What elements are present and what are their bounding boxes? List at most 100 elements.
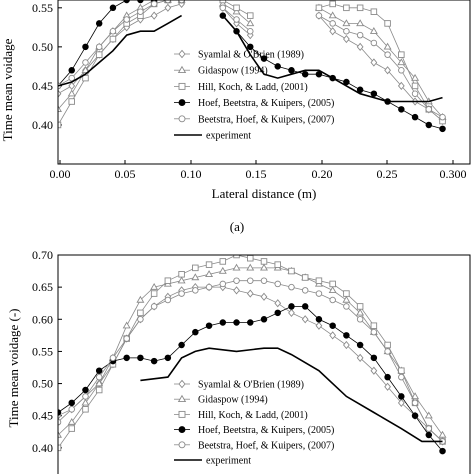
data-point (247, 255, 254, 262)
data-point (122, 321, 131, 329)
data-point (274, 280, 281, 288)
x-tick-label: 0.05 (115, 167, 136, 181)
data-point (356, 42, 364, 51)
data-point (411, 73, 420, 81)
legend-marker (178, 49, 186, 59)
data-point (398, 367, 405, 374)
data-point (328, 11, 337, 19)
data-point (164, 296, 172, 304)
data-point (384, 382, 391, 391)
data-point (246, 19, 255, 27)
panel-label-a: (a) (230, 219, 244, 234)
data-point (315, 4, 323, 12)
data-point (274, 261, 281, 268)
data-point (123, 354, 130, 362)
data-point (205, 261, 213, 268)
data-point (383, 42, 392, 50)
data-point (247, 12, 254, 19)
legend-item: Beetstra, Hoef, & Kuipers, (2007) (174, 440, 334, 451)
data-point (109, 35, 117, 43)
legend-marker (178, 379, 186, 389)
data-point (58, 105, 62, 113)
data-point (150, 0, 158, 8)
data-point (384, 51, 391, 58)
data-point (370, 366, 378, 375)
data-point (343, 332, 350, 339)
data-point (301, 315, 309, 324)
data-point (109, 27, 117, 35)
data-point (343, 340, 350, 350)
data-point (136, 295, 145, 303)
data-point (123, 335, 130, 342)
data-point (109, 354, 117, 362)
data-point (68, 74, 75, 82)
data-point (424, 411, 433, 419)
data-point (384, 373, 391, 381)
data-point (274, 299, 282, 308)
data-point (384, 20, 391, 27)
data-point (397, 81, 405, 91)
data-point (81, 398, 90, 406)
data-point (68, 425, 75, 432)
data-point (219, 0, 227, 4)
data-point (137, 316, 144, 323)
data-point (260, 277, 268, 284)
data-point (219, 280, 227, 288)
data-point (68, 399, 75, 407)
x-tick-label: 0.20 (312, 167, 333, 181)
data-point (274, 63, 281, 70)
data-point (425, 121, 433, 129)
legend-label: Beetstra, Hoef, & Kuipers, (2007) (198, 114, 334, 125)
data-point (178, 0, 185, 4)
data-point (329, 27, 337, 36)
data-point (95, 367, 103, 374)
data-point (95, 43, 103, 51)
data-point (137, 309, 144, 317)
data-point (58, 430, 62, 438)
data-point (301, 287, 309, 294)
data-point (95, 379, 104, 387)
series-6 (140, 347, 443, 443)
data-point (356, 19, 365, 27)
data-point (218, 266, 227, 274)
data-point (356, 308, 365, 316)
data-point (260, 55, 268, 62)
data-point (191, 273, 200, 281)
legend-marker (178, 115, 186, 123)
data-point (260, 316, 268, 323)
data-point (82, 386, 89, 394)
y-tick-label: 0.50 (32, 40, 53, 54)
series-line (58, 14, 443, 103)
data-point (329, 280, 336, 288)
data-point (164, 0, 172, 4)
data-point (315, 321, 323, 330)
data-point (370, 39, 378, 47)
data-point (260, 258, 268, 265)
y-ticks-b: 0.40 0.45 0.50 0.55 0.60 0.65 0.70 (32, 248, 62, 455)
data-point (192, 328, 199, 336)
data-point (356, 4, 364, 12)
data-point (384, 348, 391, 355)
x-axis-label-a: Lateral distance (m) (212, 186, 317, 201)
legend-marker (178, 410, 186, 418)
data-point (137, 8, 144, 15)
data-point (95, 386, 103, 394)
data-point (356, 303, 364, 310)
data-point (384, 341, 391, 349)
data-point (233, 16, 240, 23)
chart-panel-a: Time mean voidage 0.400.450.500.55 0.00 0… (0, 0, 471, 234)
data-point (192, 287, 199, 294)
data-point (329, 0, 336, 8)
data-point (247, 277, 254, 284)
data-point (328, 286, 337, 294)
data-point (342, 295, 351, 303)
data-point (301, 303, 309, 310)
data-point (370, 354, 378, 362)
legend-label: Gidaspow (1994) (198, 395, 268, 406)
data-point (150, 290, 158, 297)
data-point (370, 90, 378, 97)
data-point (288, 303, 295, 310)
legend-label: Syamlal & O'Brien (1989) (198, 50, 304, 61)
data-point (397, 58, 406, 66)
